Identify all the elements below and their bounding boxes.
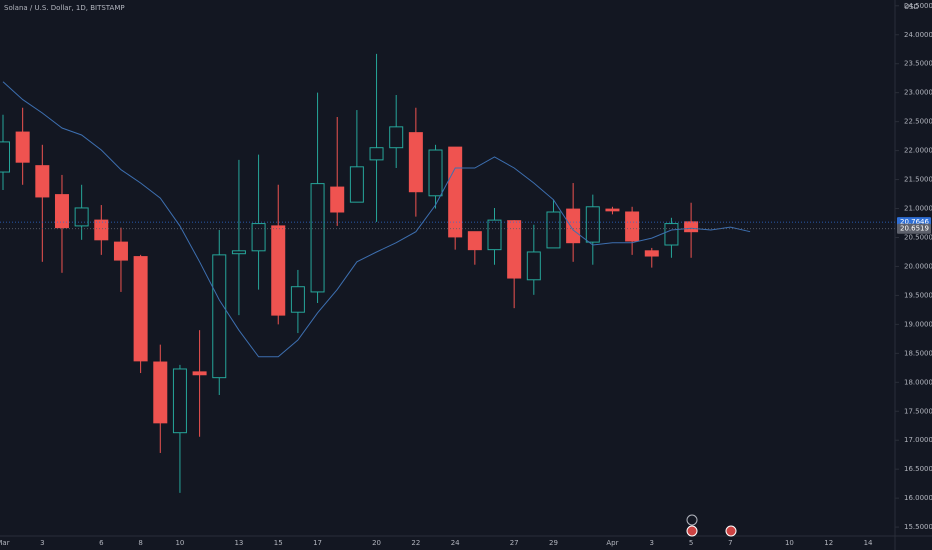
candle-body xyxy=(113,241,128,261)
candle-body xyxy=(684,221,699,233)
candle-body xyxy=(428,149,443,197)
event-icons[interactable] xyxy=(686,514,737,537)
y-tick-label: 16.5000 xyxy=(904,465,932,473)
x-tick-label: 12 xyxy=(824,539,833,547)
candle-body xyxy=(408,132,423,193)
candle-body xyxy=(54,194,69,229)
x-tick-label: 13 xyxy=(234,539,243,547)
x-tick-label: 8 xyxy=(138,539,142,547)
moving-average xyxy=(2,81,751,358)
y-tick-label: 23.5000 xyxy=(904,60,932,68)
y-tick-label: 16.0000 xyxy=(904,494,932,502)
x-tick-label: 6 xyxy=(99,539,104,547)
x-tick-label: Mar xyxy=(0,539,10,547)
y-tick-label: 20.5000 xyxy=(904,233,932,241)
candle-body xyxy=(153,361,168,424)
candle-body xyxy=(487,219,502,251)
candles xyxy=(0,53,699,493)
event-icon[interactable] xyxy=(725,525,737,537)
y-tick-label: 24.0000 xyxy=(904,31,932,39)
candle-body xyxy=(74,207,89,227)
candle-body xyxy=(251,223,266,252)
y-tick-label: 19.5000 xyxy=(904,291,932,299)
x-tick-label: 3 xyxy=(40,539,44,547)
candle-body xyxy=(467,231,482,251)
price-label: 20.6519 xyxy=(900,225,929,233)
y-tick-label: 15.5000 xyxy=(904,523,932,531)
y-tick-label: 18.5000 xyxy=(904,349,932,357)
candle-body xyxy=(526,251,541,281)
candle-body xyxy=(94,219,109,241)
y-tick-label: 23.0000 xyxy=(904,89,932,97)
candle-body xyxy=(271,225,286,316)
x-tick-label: 22 xyxy=(411,539,420,547)
candle-body xyxy=(664,223,679,246)
chart-title: Solana / U.S. Dollar, 1D, BITSTAMP xyxy=(4,4,125,12)
x-tick-label: 7 xyxy=(728,539,732,547)
candle-body xyxy=(625,211,640,242)
event-icon[interactable] xyxy=(686,525,698,537)
price-label-box xyxy=(897,223,931,234)
candle-body xyxy=(133,256,148,362)
candle-body xyxy=(15,131,30,163)
y-tick-label: 24.5000 xyxy=(904,2,932,10)
event-icon[interactable] xyxy=(686,514,698,526)
x-tick-label: 17 xyxy=(313,539,322,547)
y-tick-label: 18.0000 xyxy=(904,378,932,386)
candle-body xyxy=(369,147,384,161)
x-tick-label: 27 xyxy=(510,539,519,547)
candle-body xyxy=(310,183,325,293)
candle-body xyxy=(644,250,659,257)
candle-body xyxy=(566,208,581,244)
y-axis-label: USD xyxy=(904,3,919,11)
y-tick-label: 20.0000 xyxy=(904,262,932,270)
y-tick-label: 22.5000 xyxy=(904,118,932,126)
candle-body xyxy=(349,166,364,203)
candle-body xyxy=(448,146,463,238)
x-tick-label: 5 xyxy=(689,539,693,547)
y-tick-label: 17.0000 xyxy=(904,436,932,444)
x-tick-label: 20 xyxy=(372,539,381,547)
y-tick-label: 19.0000 xyxy=(904,320,932,328)
candle-body xyxy=(192,371,207,376)
x-tick-label: Apr xyxy=(606,539,618,547)
candle-body xyxy=(330,186,345,213)
x-tick-label: 24 xyxy=(451,539,460,547)
y-tick-label: 21.0000 xyxy=(904,205,932,213)
x-tick-label: 15 xyxy=(274,539,283,547)
candle-body xyxy=(212,254,227,379)
x-tick-label: 14 xyxy=(864,539,873,547)
candle-body xyxy=(35,165,50,198)
y-tick-label: 22.0000 xyxy=(904,147,932,155)
candle-body xyxy=(546,211,561,249)
candle-body xyxy=(507,220,522,279)
candle-body xyxy=(231,250,246,255)
y-tick-label: 21.5000 xyxy=(904,176,932,184)
x-tick-label: 29 xyxy=(549,539,558,547)
candle-body xyxy=(172,368,187,434)
x-tick-label: 10 xyxy=(175,539,184,547)
price-label: 20.7646 xyxy=(900,218,929,226)
y-tick-label: 17.5000 xyxy=(904,407,932,415)
x-tick-label: 10 xyxy=(785,539,794,547)
candle-body xyxy=(585,206,600,243)
candle-body xyxy=(290,286,305,313)
x-tick-label: 3 xyxy=(650,539,654,547)
candle-body xyxy=(605,208,620,212)
candle-body xyxy=(389,126,404,149)
candle-body xyxy=(0,141,10,173)
